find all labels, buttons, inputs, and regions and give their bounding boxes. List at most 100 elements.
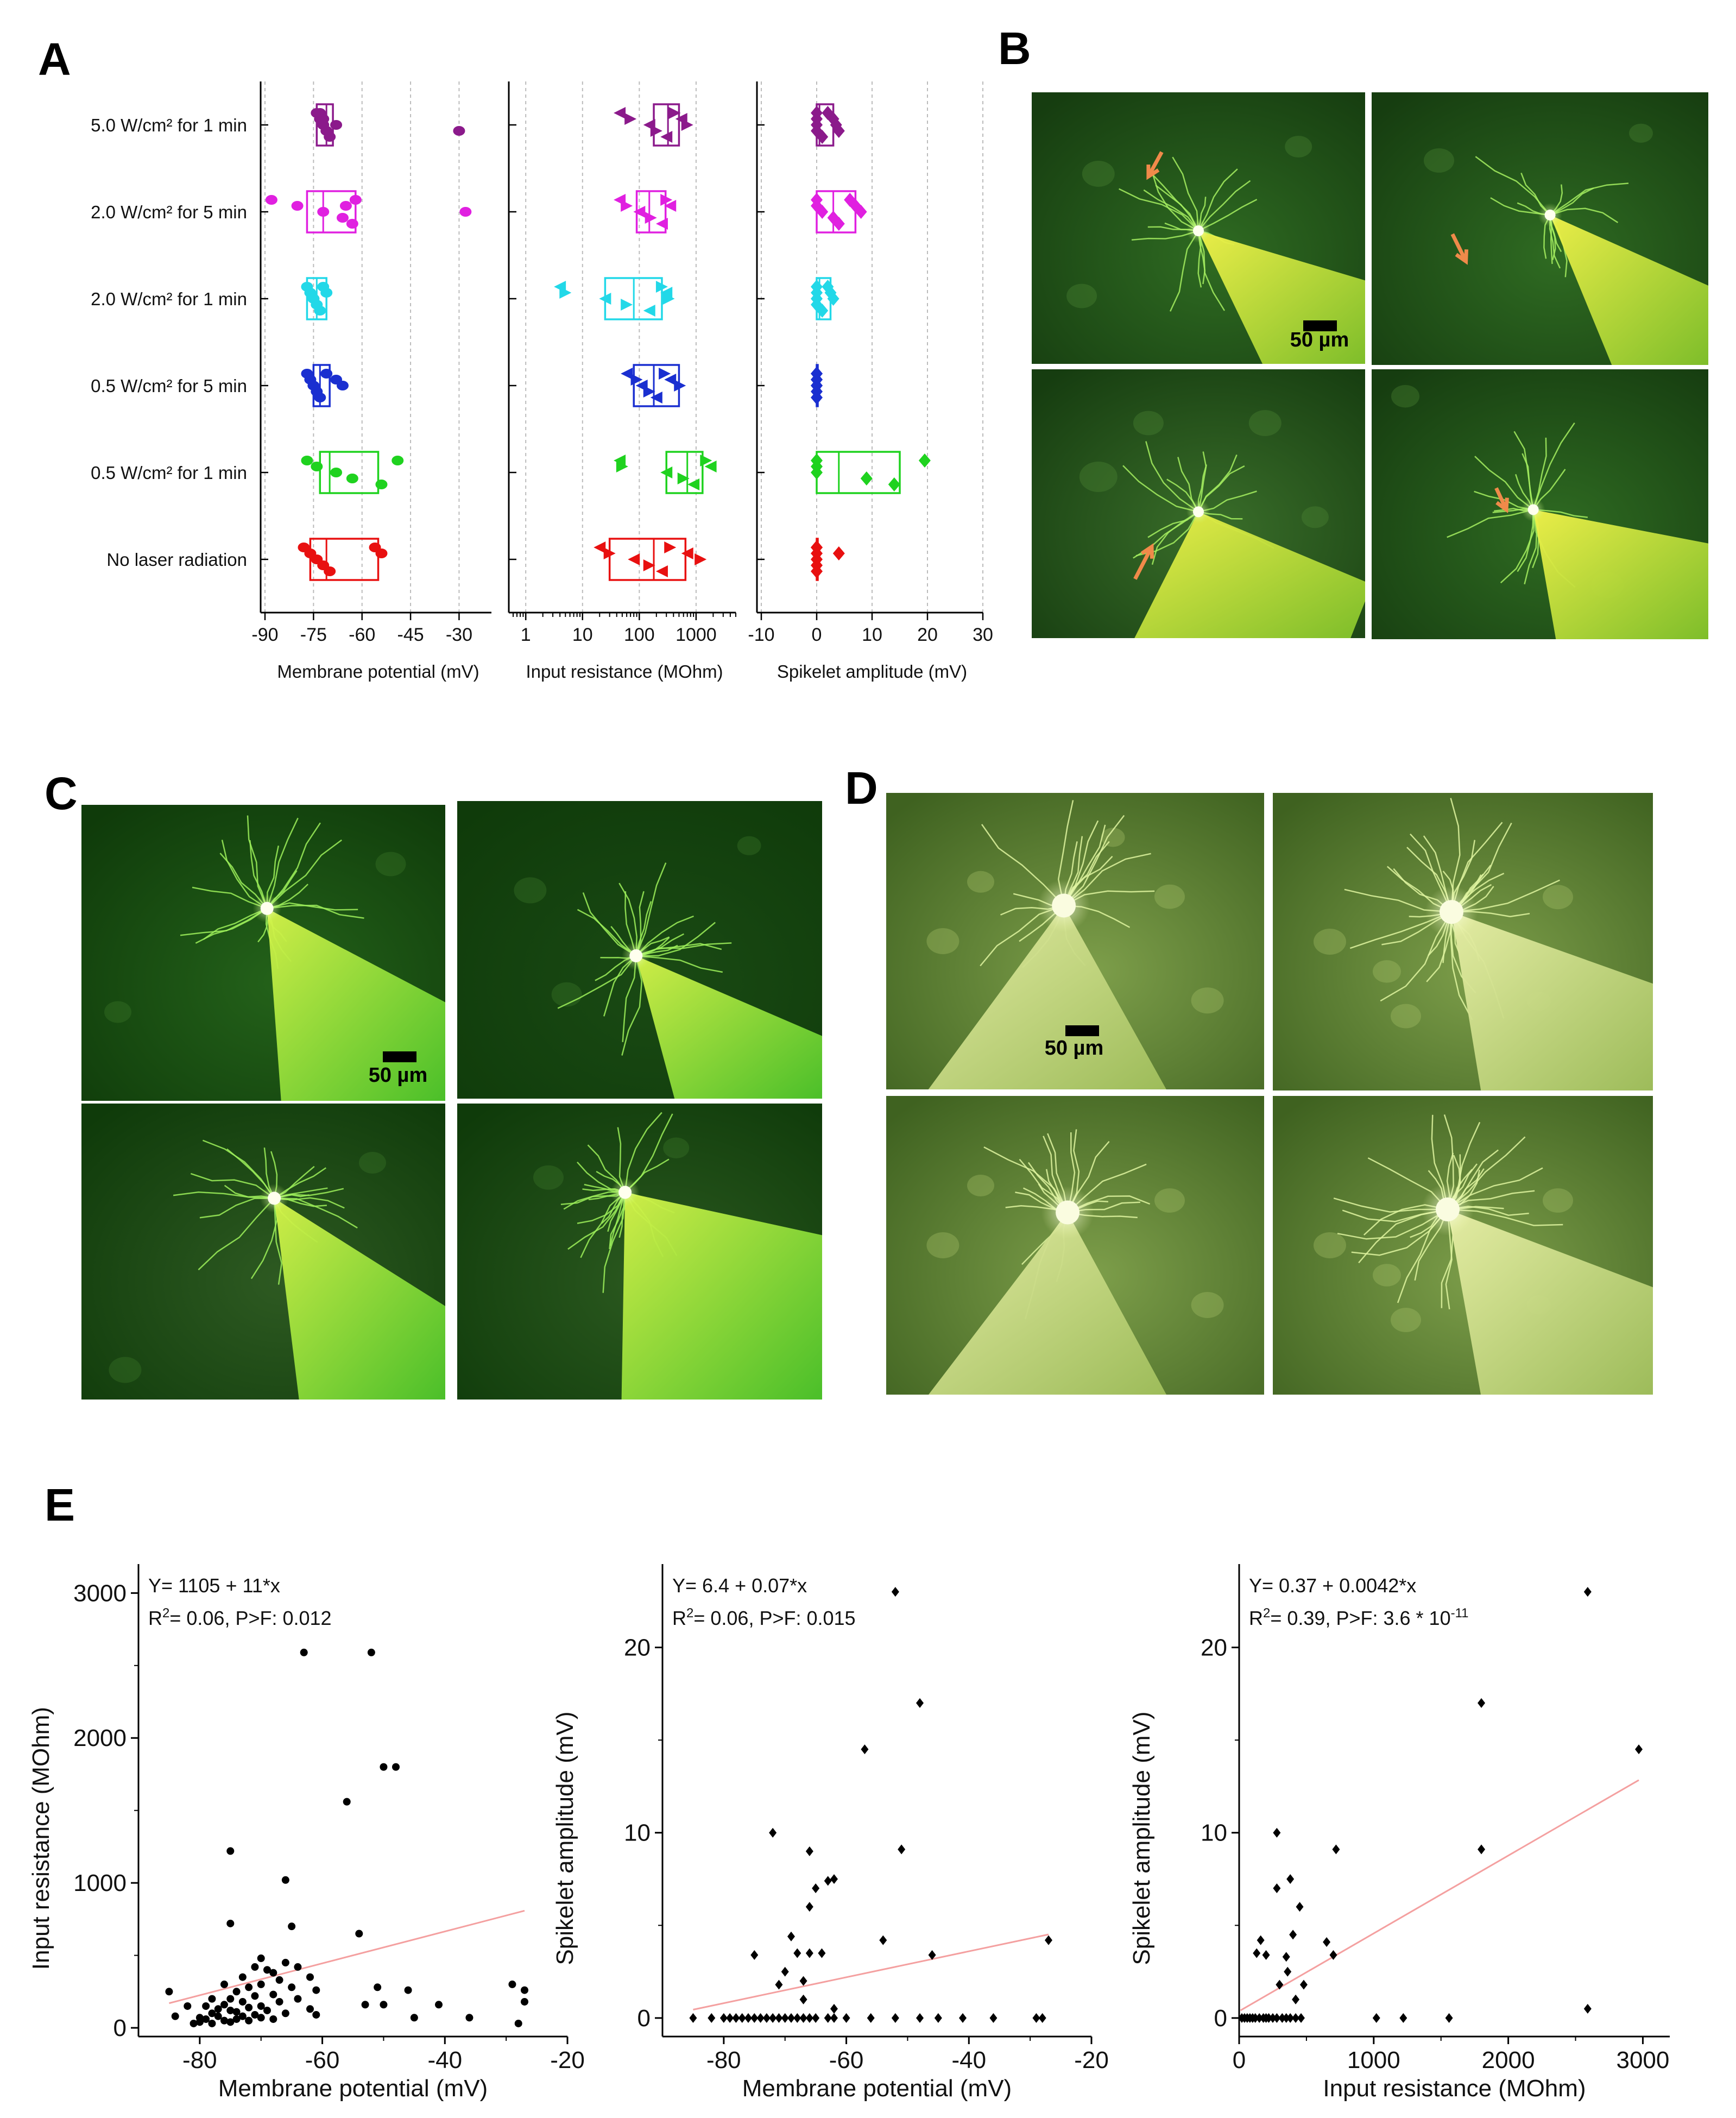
scale-bar-label: 50 µm xyxy=(1290,329,1349,351)
data-point xyxy=(238,2012,247,2020)
data-point xyxy=(238,1997,247,2006)
data-point xyxy=(959,2013,967,2023)
y-tick-label: 0 xyxy=(637,2005,651,2032)
data-point xyxy=(860,471,873,486)
stats-r: R xyxy=(148,1607,162,1629)
background-cell xyxy=(1082,161,1115,187)
background-cell xyxy=(1133,411,1164,436)
x-tick-label: -10 xyxy=(748,625,774,645)
background-cell xyxy=(1248,410,1282,436)
data-point xyxy=(719,2013,728,2023)
data-point xyxy=(645,212,657,224)
dendrite xyxy=(1475,156,1551,216)
data-point xyxy=(799,1994,807,2004)
background-cell xyxy=(926,928,959,954)
y-tick-label: 10 xyxy=(1201,1820,1227,1846)
data-point xyxy=(830,2013,838,2023)
data-point xyxy=(805,2013,813,2023)
x-tick-label: -45 xyxy=(397,625,424,645)
category-label: 5.0 W/cm² for 1 min xyxy=(91,115,247,135)
stats-r: R xyxy=(1249,1607,1263,1629)
data-point xyxy=(662,293,675,305)
data-point xyxy=(793,2013,801,2023)
data-point xyxy=(621,368,633,380)
dendrite xyxy=(266,817,299,909)
data-point xyxy=(855,205,867,219)
data-point xyxy=(744,2013,752,2023)
data-point xyxy=(275,1976,283,1984)
data-point xyxy=(265,195,277,205)
data-point xyxy=(1299,1980,1308,1990)
data-point xyxy=(251,1963,259,1971)
soma xyxy=(1436,1197,1460,1221)
data-point xyxy=(1282,2013,1290,2023)
dendrite xyxy=(173,1191,275,1199)
data-point xyxy=(787,1931,795,1942)
data-point xyxy=(190,2019,198,2027)
background-cell xyxy=(1191,1292,1224,1318)
y-tick-label: 2000 xyxy=(73,1725,127,1751)
micrograph-d4 xyxy=(1273,1096,1653,1395)
data-point xyxy=(1332,1844,1340,1855)
panel-label-d: D xyxy=(845,762,878,814)
micrograph-d3 xyxy=(886,1096,1264,1395)
data-point xyxy=(1273,1883,1281,1894)
data-point xyxy=(324,132,336,142)
data-point xyxy=(811,379,823,393)
background-cell xyxy=(1391,384,1419,408)
dendrite xyxy=(636,955,723,973)
data-point xyxy=(812,2013,820,2023)
soma xyxy=(629,949,643,962)
data-point xyxy=(1329,1950,1337,1960)
background-cell xyxy=(1301,506,1329,528)
data-point xyxy=(1032,2013,1040,2023)
data-point xyxy=(208,2009,216,2018)
data-point xyxy=(1323,1937,1331,1947)
data-point xyxy=(599,293,611,305)
data-point xyxy=(1253,1948,1261,1958)
pipette-beam xyxy=(928,1212,1167,1395)
data-point xyxy=(226,2006,235,2014)
background-cell xyxy=(104,1001,131,1023)
data-point xyxy=(343,1798,351,1806)
data-point xyxy=(291,201,304,211)
pipette-beam xyxy=(1451,912,1653,1090)
data-point xyxy=(1292,2013,1300,2023)
data-point xyxy=(1276,1980,1284,1990)
data-point xyxy=(1265,2013,1273,2023)
data-point xyxy=(799,1976,807,1986)
data-point xyxy=(624,113,637,125)
background-cell xyxy=(1191,987,1224,1014)
data-point xyxy=(805,1846,813,1856)
x-axis-label: Membrane potential (mV) xyxy=(277,661,479,682)
data-point xyxy=(668,107,681,119)
data-point xyxy=(1255,2013,1264,2023)
micrograph-b4 xyxy=(1372,369,1708,639)
data-point xyxy=(312,1986,320,1994)
x-tick-label: 2000 xyxy=(1482,2047,1535,2073)
data-point xyxy=(281,1958,289,1966)
data-point xyxy=(708,2013,716,2023)
stats-text: R2= 0.39, P>F: 3.6 * 10-11 xyxy=(1249,1606,1469,1629)
dendrite xyxy=(624,1113,673,1193)
soma xyxy=(1193,225,1204,236)
arrow-head xyxy=(1146,164,1160,180)
data-point xyxy=(830,2003,838,2014)
scale-bar xyxy=(1303,320,1337,331)
data-point xyxy=(392,1763,400,1771)
data-point xyxy=(349,195,362,205)
box xyxy=(816,451,901,494)
arrow-shaft xyxy=(1450,233,1468,262)
y-tick-label: 0 xyxy=(113,2015,127,2041)
data-point xyxy=(1038,2013,1046,2023)
background-cell xyxy=(1543,885,1573,910)
data-point xyxy=(361,2001,369,2009)
stats-rest: = 0.06, P>F: 0.015 xyxy=(693,1607,855,1629)
x-axis-label: Membrane potential (mV) xyxy=(218,2075,488,2102)
data-point xyxy=(824,2013,832,2023)
data-point xyxy=(811,564,823,578)
category-label: 2.0 W/cm² for 5 min xyxy=(91,202,247,222)
data-point xyxy=(621,200,633,212)
x-tick-label: 1000 xyxy=(1347,2047,1400,2073)
background-cell xyxy=(1154,884,1185,909)
